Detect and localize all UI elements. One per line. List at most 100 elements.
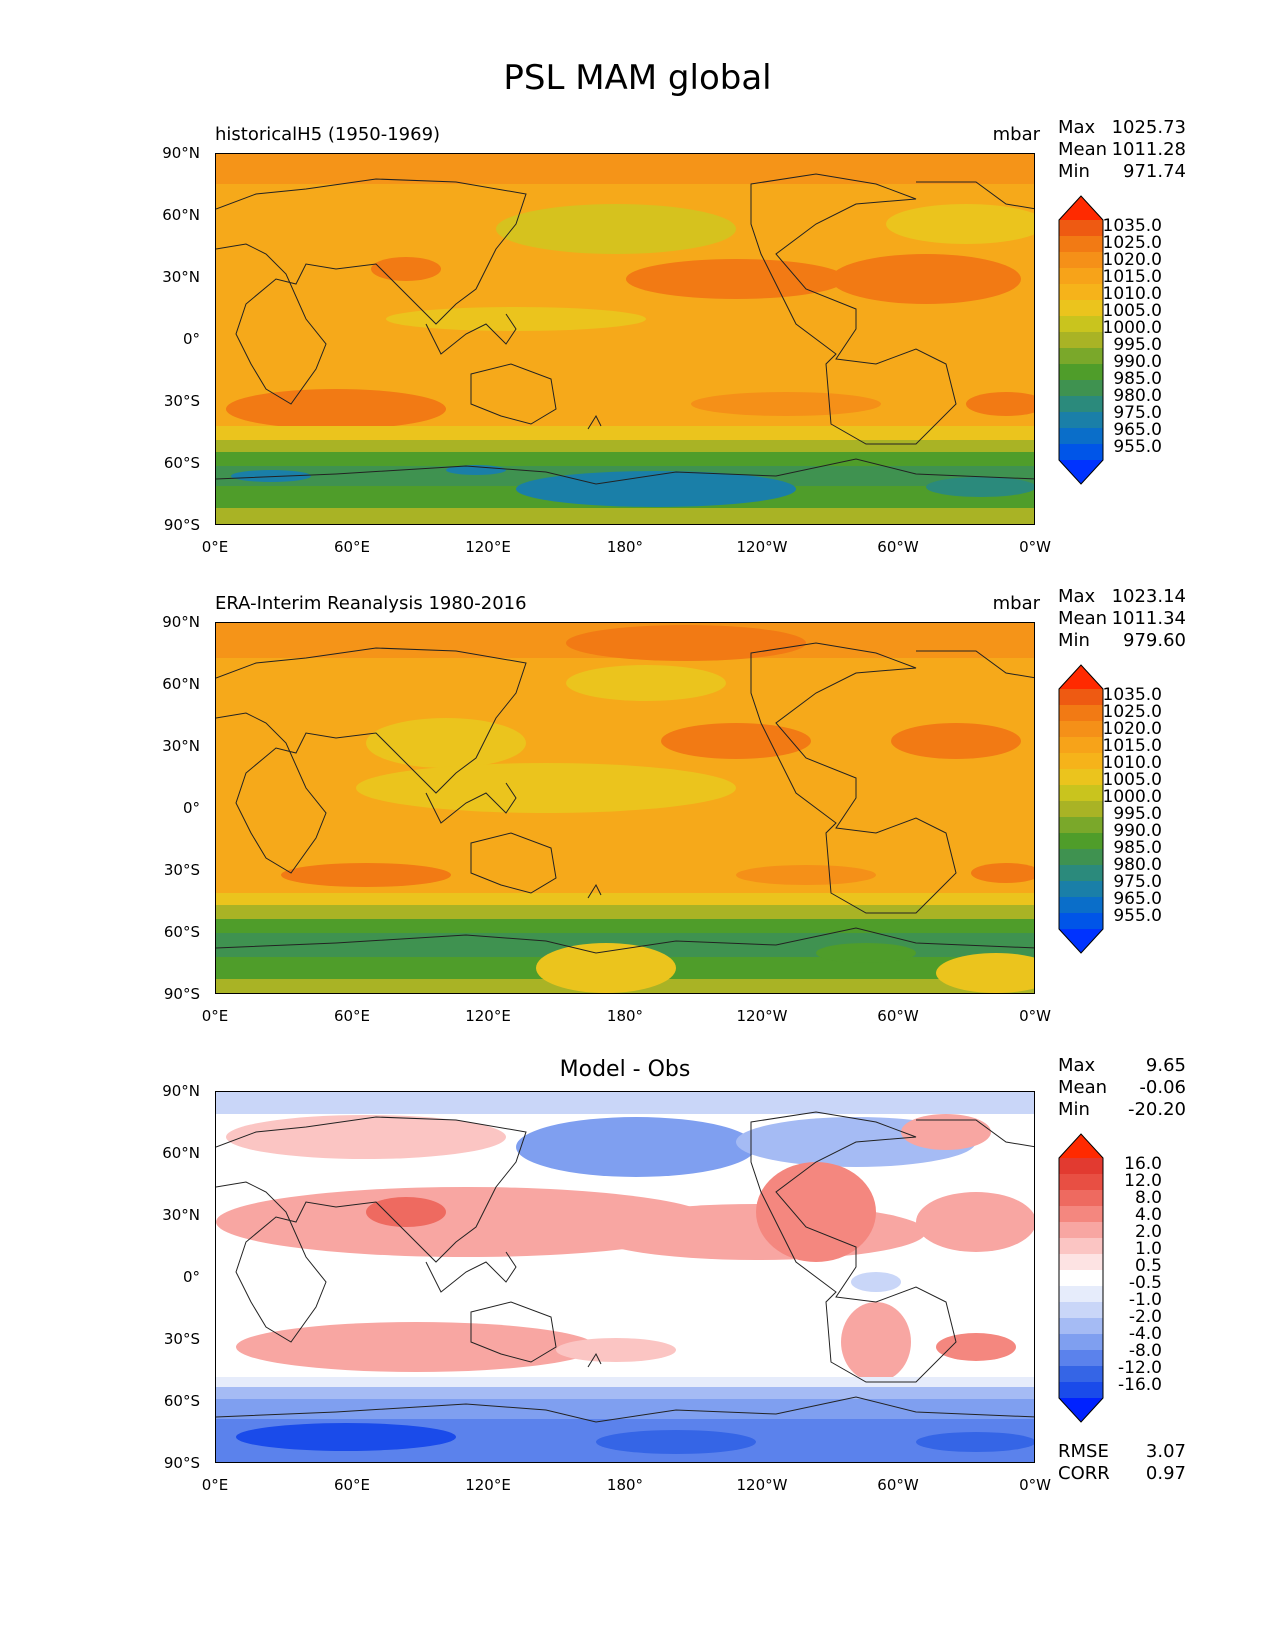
colorbar-max-extension xyxy=(1059,1134,1103,1158)
colorbar-max-extension xyxy=(1059,196,1103,220)
y-tick-label: 90°N xyxy=(162,144,200,162)
x-tick-label: 180° xyxy=(606,1007,644,1025)
x-tick-label: 0°W xyxy=(1019,538,1051,556)
colorbar-bin xyxy=(1059,1302,1103,1319)
colorbar-tick-label: -4.0 xyxy=(1128,1324,1162,1344)
colorbar-tick-label: 955.0 xyxy=(1113,906,1162,926)
stat-min-value: -20.20 xyxy=(1127,1099,1186,1120)
colorbar-bin xyxy=(1059,1318,1103,1335)
colorbar-tick-label: 1005.0 xyxy=(1102,770,1162,790)
colorbar-tick-label: 1035.0 xyxy=(1102,216,1162,236)
colorbar-tick-label: 1010.0 xyxy=(1102,753,1162,773)
colorbar-tick-label: 1010.0 xyxy=(1102,284,1162,304)
figure-title: PSL MAM global xyxy=(503,58,772,98)
colorbar-bin xyxy=(1059,444,1103,461)
colorbar-tick-label: -8.0 xyxy=(1128,1341,1162,1361)
stats-block: Max 1023.14 Mean 1011.34 Min 979.60 xyxy=(1058,586,1186,652)
colorbar-bin xyxy=(1059,1334,1103,1351)
colorbar-bin xyxy=(1059,769,1103,786)
colorbar-svg xyxy=(1058,1133,1104,1423)
x-tick-label: 120°E xyxy=(465,538,511,556)
colorbar-tick-label: 955.0 xyxy=(1113,437,1162,457)
colorbar-tick-label: 975.0 xyxy=(1113,872,1162,892)
colorbar-bin xyxy=(1059,1158,1103,1175)
colorbar-tick-label: 990.0 xyxy=(1113,352,1162,372)
colorbar-bin xyxy=(1059,737,1103,754)
y-tick-label: 90°N xyxy=(162,613,200,631)
colorbar-bin xyxy=(1059,801,1103,818)
y-tick-label: 60°N xyxy=(162,1144,200,1162)
colorbar-labels: 16.0 12.0 8.0 4.0 2.0 1.0 0.5 -0.5 -1.0 -2.0 -4.0-… xyxy=(1096,1156,1162,1394)
x-tick-label: 120°W xyxy=(736,538,788,556)
x-tick-label: 60°E xyxy=(333,1007,371,1025)
colorbar-tick-label: 990.0 xyxy=(1113,821,1162,841)
colorbar-tick-label: 1025.0 xyxy=(1102,233,1162,253)
colorbar-bin xyxy=(1059,252,1103,269)
colorbar-bin xyxy=(1059,913,1103,930)
colorbar-tick-label: 1000.0 xyxy=(1102,318,1162,338)
colorbar-bin xyxy=(1059,1238,1103,1255)
colorbar-max-extension xyxy=(1059,665,1103,689)
colorbar-bin xyxy=(1059,865,1103,882)
corr-label: CORR xyxy=(1058,1463,1110,1484)
colorbar-tick-label: 8.0 xyxy=(1134,1188,1162,1208)
colorbar-min-extension xyxy=(1059,460,1103,484)
panel-title: historicalH5 (1950-1969) xyxy=(215,124,441,145)
rmse-value: 3.07 xyxy=(1145,1441,1186,1462)
y-tick-label: 0° xyxy=(182,1268,200,1286)
colorbar-tick-label: 980.0 xyxy=(1113,386,1162,406)
colorbar-tick-label: -16.0 xyxy=(1118,1375,1162,1395)
colorbar-bin xyxy=(1059,348,1103,365)
colorbar-outline xyxy=(1058,1133,1104,1423)
colorbar-bin xyxy=(1059,284,1103,301)
colorbar-tick-label: 995.0 xyxy=(1113,335,1162,355)
panel-title: ERA-Interim Reanalysis 1980-2016 xyxy=(215,593,527,614)
stat-mean-label: Mean xyxy=(1058,608,1108,629)
units-label: mbar xyxy=(992,593,1040,614)
colorbar xyxy=(1058,195,1104,489)
colorbar-tick-label: 0.5 xyxy=(1134,1256,1162,1276)
y-tick-label: 30°S xyxy=(163,861,200,879)
colorbar-bin xyxy=(1059,1270,1103,1287)
x-tick-label: 120°E xyxy=(465,1007,511,1025)
x-tick-label: 120°E xyxy=(465,1476,511,1494)
colorbar-bin xyxy=(1059,236,1103,253)
colorbar-bin xyxy=(1059,689,1103,706)
x-tick-label: 60°E xyxy=(333,538,371,556)
corr-value: 0.97 xyxy=(1145,1463,1186,1484)
colorbar-bin xyxy=(1059,785,1103,802)
x-tick-label: 0°W xyxy=(1019,1007,1051,1025)
colorbar-tick-label: 1025.0 xyxy=(1102,702,1162,722)
colorbar xyxy=(1058,1133,1104,1427)
colorbar-bin xyxy=(1059,396,1103,413)
colorbar-tick-label: 1020.0 xyxy=(1102,250,1162,270)
colorbar-bin xyxy=(1059,897,1103,914)
colorbar-bin xyxy=(1059,1254,1103,1271)
x-tick-label: 0°W xyxy=(1019,1476,1051,1494)
colorbar-bin xyxy=(1059,753,1103,770)
x-tick-label: 0°E xyxy=(201,1007,229,1025)
y-tick-label: 90°S xyxy=(163,516,200,534)
y-tick-label: 60°N xyxy=(162,206,200,224)
y-tick-label: 60°N xyxy=(162,675,200,693)
colorbar-bin xyxy=(1059,428,1103,445)
x-tick-label: 0°E xyxy=(201,1476,229,1494)
stat-min-value: 971.74 xyxy=(1123,161,1186,182)
colorbar-tick-label: 4.0 xyxy=(1134,1205,1162,1225)
colorbar-bin xyxy=(1059,1174,1103,1191)
colorbar-tick-label: -12.0 xyxy=(1118,1358,1162,1378)
x-tick-label: 60°W xyxy=(877,538,919,556)
map-plot xyxy=(215,622,1035,994)
map-plot xyxy=(215,1091,1035,1463)
colorbar-tick-label: 985.0 xyxy=(1113,838,1162,858)
y-tick-label: 30°N xyxy=(162,737,200,755)
y-tick-label: 30°N xyxy=(162,268,200,286)
colorbar-tick-label: 12.0 xyxy=(1124,1171,1162,1191)
colorbar-bin xyxy=(1059,817,1103,834)
colorbar-tick-label: 1035.0 xyxy=(1102,685,1162,705)
panel-title: Model - Obs xyxy=(559,1057,691,1082)
map-plot xyxy=(215,153,1035,525)
stat-max-label: Max xyxy=(1058,117,1096,138)
colorbar-labels: 1035.0 1025.0 1020.0 1015.0 1010.0 1005.0 1000… xyxy=(1096,687,1162,925)
colorbar-tick-label: 965.0 xyxy=(1113,889,1162,909)
